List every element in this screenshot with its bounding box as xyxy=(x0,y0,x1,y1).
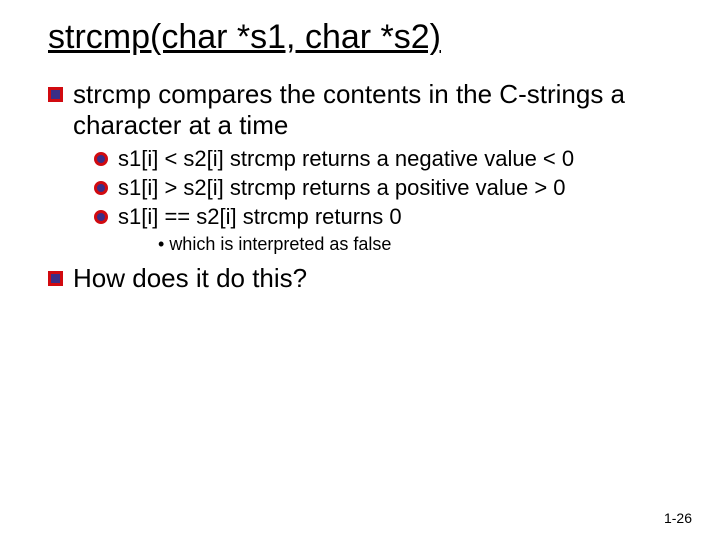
bullet-rest: compares the contents in the C-strings a… xyxy=(73,79,625,140)
circle-bullet-icon xyxy=(94,152,108,166)
bullet-rest: does it do this? xyxy=(125,263,307,293)
slide-title: strcmp(char *s1, char *s2) xyxy=(48,18,680,57)
bullet-text: strcmp compares the contents in the C-st… xyxy=(73,79,680,140)
subbullet-eq: s1[i] == s2[i] strcmp returns 0 xyxy=(94,204,680,231)
square-bullet-icon xyxy=(48,87,63,102)
bullet-strcmp-intro: strcmp compares the contents in the C-st… xyxy=(48,79,680,140)
subbullet-gt: s1[i] > s2[i] strcmp returns a positive … xyxy=(94,175,680,202)
subbullet-lt: s1[i] < s2[i] strcmp returns a negative … xyxy=(94,146,680,173)
slide: strcmp(char *s1, char *s2) strcmp compar… xyxy=(0,0,720,540)
subbullet-text: s1[i] == s2[i] strcmp returns 0 xyxy=(118,204,402,231)
bullet-prefix: strcmp xyxy=(73,79,151,109)
page-number: 1-26 xyxy=(664,510,692,526)
bullet-text: How does it do this? xyxy=(73,263,680,294)
subsub-false: which is interpreted as false xyxy=(158,233,680,256)
subbullet-text: s1[i] < s2[i] strcmp returns a negative … xyxy=(118,146,574,173)
circle-bullet-icon xyxy=(94,181,108,195)
subbullet-text: s1[i] > s2[i] strcmp returns a positive … xyxy=(118,175,566,202)
circle-bullet-icon xyxy=(94,210,108,224)
bullet-prefix: How xyxy=(73,263,125,293)
bullet-how: How does it do this? xyxy=(48,263,680,294)
square-bullet-icon xyxy=(48,271,63,286)
